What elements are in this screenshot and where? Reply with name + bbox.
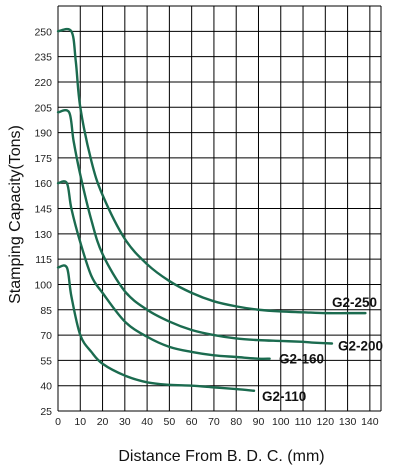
y-tick-label: 145 (34, 204, 52, 216)
series-line-g2-200 (56, 109, 334, 345)
series-line-g2-160 (56, 180, 271, 361)
x-tick-label: 110 (295, 416, 312, 428)
series-label-g2-110: G2-110 (262, 389, 306, 404)
x-tick-label: 90 (253, 416, 265, 428)
y-tick-label: 190 (34, 128, 52, 140)
x-tick-label: 60 (186, 416, 198, 428)
y-tick-label: 115 (35, 254, 52, 266)
y-axis-title: Stamping Capacity(Tons) (7, 125, 24, 304)
x-tick-label: 50 (164, 416, 176, 428)
series-group: G2-250 G2-200 G2-160 G2-110 (56, 27, 383, 404)
series-label-g2-200: G2-200 (338, 339, 383, 354)
x-tick-label: 140 (361, 416, 379, 428)
series-label-g2-250: G2-250 (332, 295, 377, 310)
x-tick-label: 120 (317, 416, 335, 428)
y-tick-label: 40 (40, 381, 52, 393)
x-tick-label: 10 (74, 416, 86, 428)
y-tick-label: 100 (34, 279, 52, 291)
grid (57, 5, 382, 412)
x-tick-label: 0 (55, 416, 61, 428)
x-tick-label: 80 (230, 416, 242, 428)
x-tick-label: 40 (141, 416, 153, 428)
series-label-g2-160: G2-160 (279, 352, 324, 367)
y-tick-labels: 25 40 55 70 85 100 115 130 145 160 175 190 205 220 235… (34, 26, 52, 418)
y-tick-label: 25 (40, 406, 52, 418)
series-line-g2-250 (56, 27, 367, 315)
x-tick-label: 20 (97, 416, 109, 428)
x-tick-label: 100 (272, 416, 290, 428)
y-tick-label: 160 (34, 178, 52, 190)
y-tick-label: 235 (34, 52, 52, 64)
y-tick-label: 55 (40, 355, 52, 367)
x-tick-label: 130 (339, 416, 357, 428)
y-tick-label: 205 (34, 102, 52, 114)
y-tick-label: 175 (34, 153, 52, 165)
x-axis-title: Distance From B. D. C. (mm) (118, 448, 324, 465)
x-tick-label: 30 (119, 416, 131, 428)
x-tick-labels: 0 10 20 30 40 50 60 70 80 90 100 110 120 130 140 (55, 416, 379, 428)
y-tick-label: 85 (40, 305, 52, 317)
series-line-g2-110 (56, 264, 256, 392)
y-tick-label: 70 (40, 330, 52, 342)
x-tick-label: 70 (208, 416, 220, 428)
y-tick-label: 220 (34, 77, 52, 89)
y-tick-label: 250 (34, 26, 52, 38)
y-tick-label: 130 (34, 229, 52, 241)
